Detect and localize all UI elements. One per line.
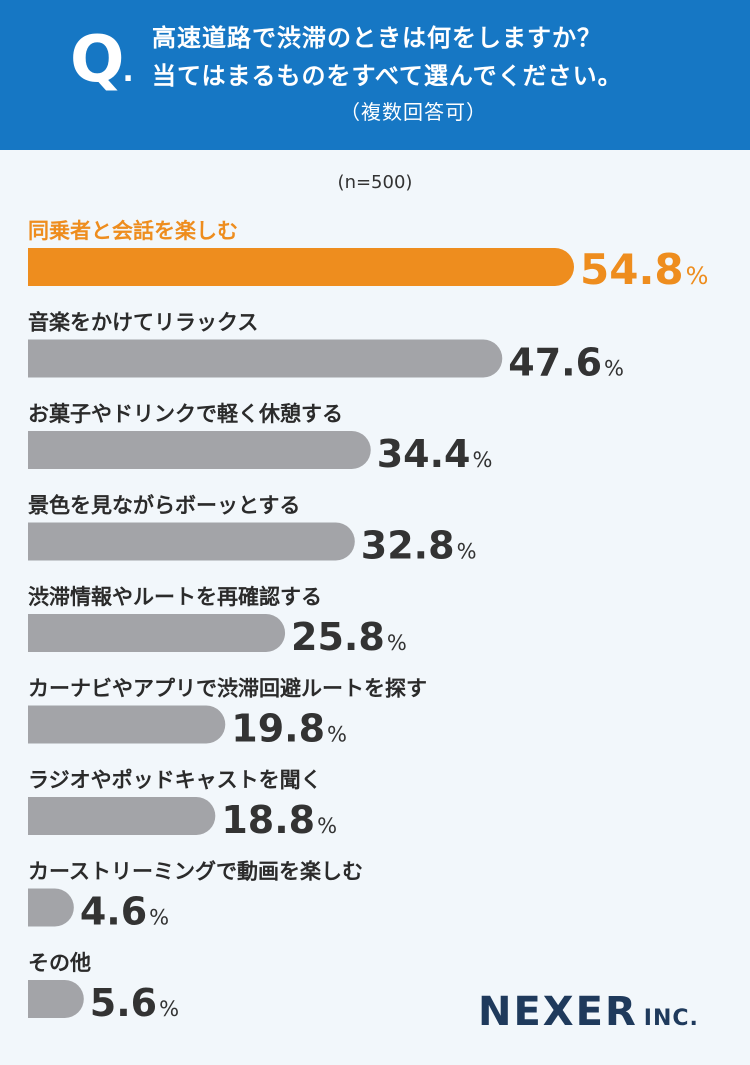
nexer-logo: NEXER INC.	[478, 992, 699, 1032]
bar	[28, 797, 216, 835]
value-unit: %	[457, 540, 477, 564]
category-label: 音楽をかけてリラックス	[28, 311, 258, 335]
value-unit: %	[327, 723, 347, 747]
value-label: 34.4%	[377, 432, 493, 476]
question-line-1: 高速道路で渋滞のときは何をしますか？	[152, 24, 602, 52]
bar	[28, 888, 74, 927]
sample-size-label: (n=500)	[337, 172, 413, 193]
category-label: お菓子やドリンクで軽く休憩する	[28, 402, 343, 426]
category-label: 渋滞情報やルートを再確認する	[28, 585, 322, 609]
value-unit: %	[149, 906, 169, 930]
value-number: 4.6	[80, 890, 147, 934]
value-number: 54.8	[580, 245, 684, 294]
bar	[28, 705, 226, 744]
q-mark: Q.	[70, 23, 134, 97]
value-label: 25.8%	[291, 615, 407, 659]
value-label: 32.8%	[361, 524, 477, 568]
value-number: 19.8	[231, 707, 325, 751]
value-number: 25.8	[291, 615, 385, 659]
value-unit: %	[387, 631, 407, 655]
value-unit: %	[473, 448, 493, 472]
category-label: カーナビやアプリで渋滞回避ルートを探す	[28, 677, 427, 701]
question-header: Q. 高速道路で渋滞のときは何をしますか？ 当てはまるものをすべて選んでください…	[0, 0, 750, 150]
category-label: カーストリーミングで動画を楽しむ	[28, 860, 363, 884]
category-label: ラジオやポッドキャストを聞く	[28, 768, 322, 792]
bar	[28, 980, 84, 1018]
value-label: 19.8%	[231, 707, 347, 751]
value-unit: %	[317, 814, 337, 838]
bar	[28, 248, 574, 286]
category-label: 景色を見ながらボーッとする	[28, 494, 300, 518]
question-line-2: 当てはまるものをすべて選んでください。	[152, 62, 623, 90]
bar	[28, 431, 371, 469]
value-label: 4.6%	[80, 890, 169, 934]
value-label: 5.6%	[90, 981, 179, 1025]
value-number: 32.8	[361, 524, 455, 568]
value-unit: %	[159, 997, 179, 1021]
question-note: （複数回答可）	[340, 100, 487, 124]
value-number: 47.6	[508, 341, 602, 385]
value-number: 5.6	[90, 981, 157, 1025]
category-label: その他	[28, 951, 91, 975]
bar	[28, 339, 503, 378]
value-number: 18.8	[221, 798, 315, 842]
category-label: 同乗者と会話を楽しむ	[28, 219, 238, 243]
value-unit: %	[604, 357, 624, 381]
logo-suffix: INC.	[643, 1006, 699, 1031]
value-label: 54.8%	[580, 245, 708, 294]
bar	[28, 522, 355, 561]
value-label: 47.6%	[508, 341, 624, 385]
value-label: 18.8%	[221, 798, 337, 842]
value-number: 34.4	[377, 432, 471, 476]
logo-main: NEXER	[478, 989, 638, 1035]
bar	[28, 614, 286, 652]
value-unit: %	[686, 262, 709, 290]
